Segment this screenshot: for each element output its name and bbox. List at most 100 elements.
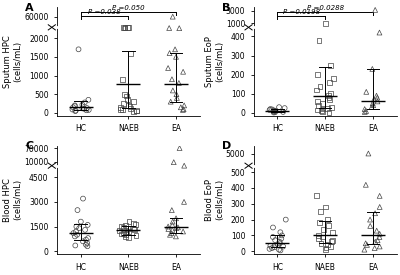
Point — [82, 100, 88, 104]
Point — [80, 239, 86, 244]
Point — [85, 236, 91, 240]
Point — [319, 107, 326, 111]
Point — [74, 233, 80, 237]
Point — [120, 231, 127, 235]
Point — [80, 196, 86, 201]
Point — [126, 26, 132, 30]
Point — [86, 108, 92, 112]
Point — [372, 8, 378, 12]
Point — [374, 95, 380, 100]
Point — [319, 109, 325, 113]
Point — [270, 109, 277, 114]
Text: P =0.0198: P =0.0198 — [283, 9, 320, 15]
Point — [124, 230, 130, 235]
Point — [315, 236, 322, 241]
Point — [266, 108, 273, 112]
Point — [117, 105, 124, 109]
Point — [374, 238, 381, 242]
Point — [314, 108, 321, 112]
Point — [124, 98, 131, 102]
Point — [323, 246, 329, 250]
Point — [316, 233, 322, 238]
Point — [372, 246, 378, 250]
Point — [276, 248, 282, 252]
Point — [73, 229, 79, 234]
Point — [169, 208, 175, 212]
Point — [316, 38, 322, 42]
Point — [70, 105, 76, 109]
Point — [169, 77, 175, 81]
Point — [131, 228, 138, 232]
Point — [318, 241, 324, 246]
Point — [167, 233, 173, 237]
Point — [276, 241, 283, 246]
Point — [326, 97, 333, 102]
Point — [269, 246, 275, 250]
Point — [327, 92, 334, 96]
Point — [326, 80, 333, 84]
Point — [376, 235, 383, 239]
Point — [123, 94, 129, 98]
Point — [120, 25, 126, 30]
Point — [72, 104, 78, 108]
Point — [180, 107, 187, 111]
Point — [166, 26, 172, 30]
Point — [320, 101, 326, 106]
Point — [133, 109, 140, 113]
Point — [368, 105, 375, 109]
Point — [126, 103, 132, 108]
Point — [84, 106, 90, 110]
Point — [364, 243, 370, 247]
Point — [324, 106, 330, 110]
Point — [280, 244, 286, 249]
Point — [72, 108, 79, 113]
Point — [371, 97, 377, 102]
Point — [316, 221, 323, 225]
Point — [372, 211, 378, 216]
Point — [170, 88, 176, 93]
Point — [119, 77, 125, 81]
Point — [314, 88, 320, 92]
Point — [282, 106, 288, 110]
Point — [117, 229, 123, 233]
Y-axis label: Sputum HPC
(cells/mL): Sputum HPC (cells/mL) — [3, 35, 23, 88]
Point — [326, 94, 332, 98]
Point — [363, 183, 369, 187]
Point — [168, 231, 175, 235]
Point — [168, 100, 174, 104]
Point — [270, 235, 276, 239]
Point — [271, 245, 278, 249]
Point — [279, 233, 285, 238]
Point — [72, 243, 78, 248]
Text: P =0.0288: P =0.0288 — [306, 5, 344, 11]
Point — [376, 232, 383, 236]
Point — [323, 21, 329, 25]
Point — [79, 103, 86, 107]
Point — [122, 233, 129, 237]
Point — [173, 216, 179, 221]
Point — [322, 205, 328, 209]
Point — [130, 221, 137, 226]
Point — [270, 110, 277, 115]
Point — [130, 109, 137, 114]
Point — [317, 210, 324, 214]
Point — [372, 240, 378, 244]
Point — [175, 225, 181, 230]
Point — [277, 230, 284, 235]
Point — [75, 47, 82, 51]
Point — [278, 236, 284, 241]
Point — [181, 163, 187, 168]
Point — [181, 103, 187, 108]
Point — [367, 224, 374, 228]
Point — [127, 106, 134, 111]
Point — [79, 106, 86, 111]
Point — [272, 109, 279, 113]
Point — [76, 226, 82, 230]
Point — [85, 98, 92, 102]
Point — [122, 25, 128, 30]
Point — [170, 219, 176, 224]
Point — [319, 235, 326, 239]
Point — [363, 109, 369, 113]
Point — [84, 241, 90, 245]
Point — [70, 231, 77, 235]
